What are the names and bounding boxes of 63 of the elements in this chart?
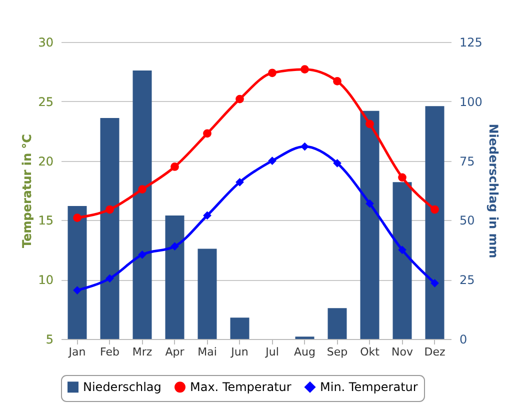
legend-label: Niederschlag xyxy=(83,380,162,394)
point xyxy=(333,77,342,86)
x-tick-label: Apr xyxy=(165,346,185,358)
x-tick-label: Jul xyxy=(264,346,279,358)
bar xyxy=(132,70,152,339)
y-tick-label: 20 xyxy=(38,154,54,168)
y2-tick-label: 125 xyxy=(460,36,482,50)
x-tick-label: Jun xyxy=(230,346,248,358)
bar xyxy=(100,118,120,339)
point xyxy=(170,162,179,171)
point xyxy=(398,246,406,254)
bar xyxy=(392,182,412,339)
point xyxy=(106,274,114,283)
point xyxy=(170,242,179,251)
y-tick-label: 25 xyxy=(38,94,54,109)
y2-tick-label: 75 xyxy=(460,154,475,168)
y2-tick-label: 50 xyxy=(460,214,475,228)
x-tick-label: Dez xyxy=(424,346,446,358)
bar xyxy=(165,215,184,339)
point xyxy=(300,142,309,151)
y2-tick-label: 25 xyxy=(460,273,475,288)
legend-label: Min. Temperatur xyxy=(320,380,418,394)
point xyxy=(236,178,244,186)
point xyxy=(138,250,146,259)
point xyxy=(138,185,146,194)
legend-label: Max. Temperatur xyxy=(190,380,292,394)
point xyxy=(333,158,342,168)
point xyxy=(300,65,309,74)
y2-tick-label: 0 xyxy=(460,332,468,346)
point xyxy=(203,129,212,138)
x-tick-label: Jan xyxy=(68,346,86,358)
point xyxy=(106,205,114,214)
y-tick-label: 5 xyxy=(46,332,54,346)
x-tick-label: Sep xyxy=(326,346,348,358)
bar xyxy=(198,248,217,339)
point xyxy=(203,211,212,220)
y-tick-label: 30 xyxy=(38,36,54,50)
point xyxy=(430,205,439,214)
point xyxy=(398,173,406,182)
y2-axis-title: Niederschlag in mm xyxy=(486,124,500,258)
x-tick-label: Okt xyxy=(360,346,380,358)
bar xyxy=(68,206,87,339)
y2-tick-label: 100 xyxy=(460,94,482,109)
y-tick-label: 15 xyxy=(38,214,54,228)
bar xyxy=(360,110,380,339)
x-tick-label: Nov xyxy=(392,346,414,358)
point xyxy=(268,156,276,165)
point xyxy=(268,68,276,78)
point xyxy=(430,278,439,288)
bar xyxy=(230,318,250,339)
y-tick-label: 10 xyxy=(38,273,54,288)
x-tick-label: Mai xyxy=(198,346,217,358)
x-tick-label: Feb xyxy=(100,346,120,358)
point xyxy=(73,214,82,222)
bar xyxy=(425,106,444,339)
y-axis-title: Temperatur in °C xyxy=(20,134,34,248)
x-tick-label: Mrz xyxy=(132,346,152,358)
bar xyxy=(328,308,347,339)
x-tick-label: Aug xyxy=(294,346,316,358)
point xyxy=(366,199,374,208)
point xyxy=(73,286,82,294)
point xyxy=(236,94,244,104)
point xyxy=(366,120,374,128)
